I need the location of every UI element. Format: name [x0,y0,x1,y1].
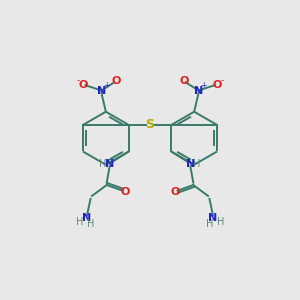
Text: +: + [103,81,110,90]
Text: S: S [146,118,154,131]
Text: N: N [186,159,195,169]
Text: O: O [179,76,188,86]
Text: -: - [76,76,80,85]
Text: H: H [87,220,94,230]
Text: O: O [170,187,180,196]
Text: -: - [220,76,224,85]
Text: O: O [112,76,121,86]
Text: H: H [206,220,213,230]
Text: H: H [217,217,224,227]
Text: +: + [200,81,207,90]
Text: N: N [194,85,203,95]
Text: N: N [97,85,106,95]
Text: H: H [193,159,200,169]
Text: O: O [120,187,130,196]
Text: N: N [208,213,218,223]
Text: H: H [100,159,107,169]
Text: O: O [79,80,88,90]
Text: H: H [76,217,83,227]
Text: O: O [212,80,221,90]
Text: N: N [105,159,114,169]
Text: N: N [82,213,92,223]
